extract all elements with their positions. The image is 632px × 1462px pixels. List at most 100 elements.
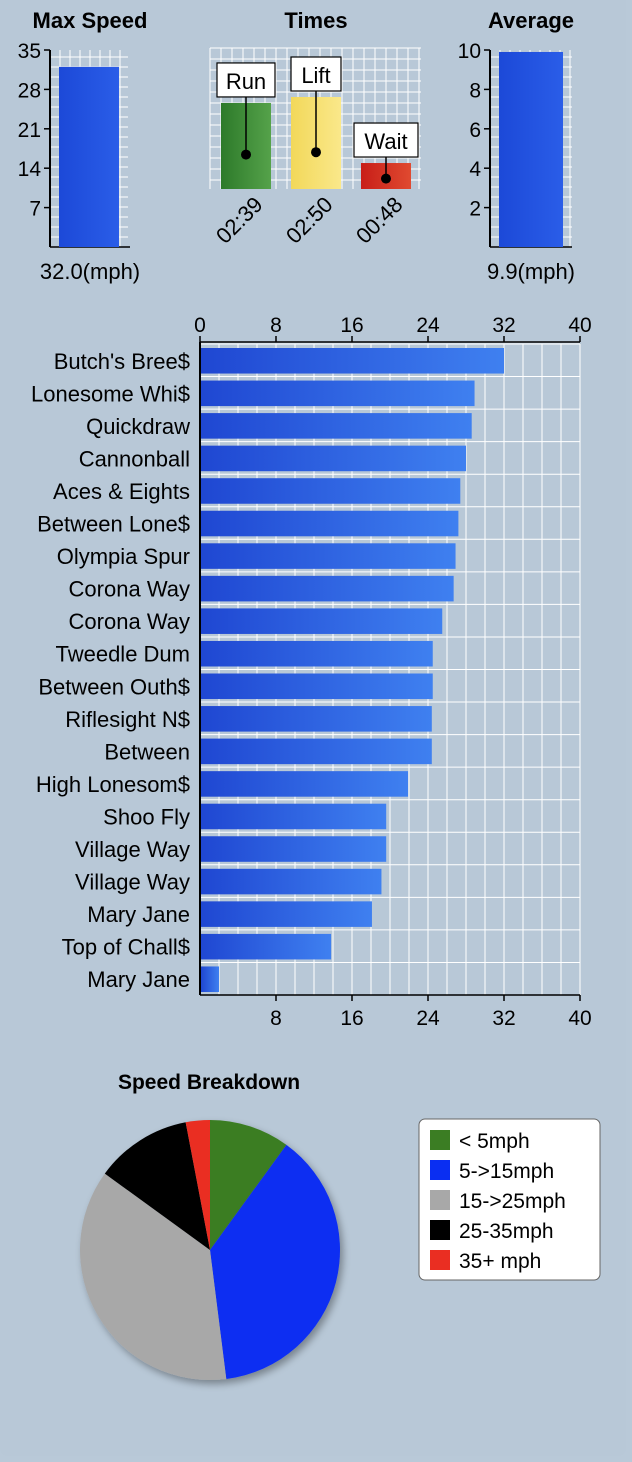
run-speed-bars [201, 348, 504, 992]
y-tick-label: 8 [469, 79, 481, 102]
run-name-label: Tweedle Dum [55, 642, 190, 667]
times-bars: Run 02:39 Lift 02:50 Wait 00:48 [211, 56, 419, 249]
y-tick-label: 4 [469, 158, 481, 181]
run-name-label: Mary Jane [87, 967, 190, 992]
max-speed-title: Max Speed [33, 8, 148, 33]
run-name-label: Lonesome Whi$ [31, 381, 190, 406]
legend-swatch [430, 1220, 450, 1240]
run-speed-bar [201, 348, 504, 374]
legend-label: 15->25mph [459, 1190, 566, 1213]
times-category-label: Run [226, 69, 266, 94]
top-tick-label: 40 [568, 314, 591, 337]
run-speed-bar [201, 933, 332, 960]
run-speed-bar [201, 966, 219, 992]
run-name-label: High Lonesom$ [36, 772, 190, 797]
run-speed-bar [201, 478, 461, 504]
run-speed-bar [201, 771, 409, 797]
run-name-label: Village Way [75, 837, 190, 862]
run-speed-labels: Butch's Bree$ Lonesome Whi$ Quickdraw Canno… [31, 349, 190, 992]
run-name-label: Cannonball [79, 446, 190, 471]
run-speed-bar [201, 868, 382, 895]
run-speed-bar [201, 836, 387, 862]
top-tick-label: 32 [492, 314, 515, 337]
run-speed-bar [201, 413, 472, 439]
pie-slice [104, 1122, 210, 1250]
run-name-label: Quickdraw [86, 414, 190, 439]
callout-dot [241, 149, 251, 160]
y-tick-label: 35 [18, 40, 41, 63]
max-speed-chart: Max Speed 35 28 21 14 7 32.0(mph) [18, 8, 148, 284]
top-tick-label: 0 [194, 314, 206, 337]
average-value-label: 9.9(mph) [487, 259, 575, 284]
legend-box [418, 1118, 601, 1281]
run-speed-bar [201, 640, 433, 667]
bottom-tick-label: 16 [340, 1007, 363, 1030]
callout-dot [311, 147, 321, 158]
run-speed-bar [201, 738, 432, 765]
pie-slice [210, 1144, 341, 1379]
bottom-tick-label: 8 [270, 1007, 282, 1030]
run-speed-bar [201, 543, 456, 569]
speed-breakdown-pie [80, 1120, 341, 1380]
bottom-tick-label: 40 [568, 1007, 591, 1030]
run-name-label: Mary Jane [87, 902, 190, 927]
bottom-tick-label: 32 [492, 1007, 515, 1030]
run-speed-bar [201, 901, 372, 927]
legend-label: 5->15mph [459, 1160, 554, 1183]
callout-box [353, 122, 419, 158]
y-tick-label: 6 [469, 119, 481, 142]
callout-box [290, 56, 342, 92]
times-title: Times [284, 8, 347, 33]
average-ticks: 10 8 6 4 2 [458, 40, 490, 221]
legend-label: < 5mph [459, 1130, 530, 1153]
run-speed-bar [201, 380, 475, 407]
times-value-label: 02:39 [211, 192, 268, 249]
callout-dot [381, 173, 391, 184]
run-name-label: Top of Chall$ [62, 935, 190, 960]
average-title: Average [488, 8, 574, 33]
run-name-label: Corona Way [69, 609, 190, 634]
max-speed-ticks: 35 28 21 14 7 [18, 40, 50, 221]
run-name-label: Aces & Eights [53, 479, 190, 504]
max-speed-bar [59, 66, 119, 247]
run-speed-bar [201, 706, 432, 732]
run-speed-grid [199, 341, 581, 996]
y-tick-label: 21 [18, 119, 41, 142]
average-chart: Average 10 8 6 4 2 9.9(mph) [458, 8, 575, 284]
run-speed-bar [201, 510, 459, 537]
speed-breakdown-chart: Speed Breakdown < 5mph 5->15mph 15->25mph 2… [80, 1071, 601, 1380]
speed-breakdown-legend: < 5mph 5->15mph 15->25mph 25-35mph 35+ mph [418, 1118, 601, 1281]
run-name-label: Village Way [75, 870, 190, 895]
pie-slice [185, 1120, 210, 1250]
run-name-label: Riflesight N$ [65, 707, 190, 732]
run-speed-top-ticks: 0 8 16 24 32 40 [194, 314, 592, 342]
run-name-label: Corona Way [69, 577, 190, 602]
run-name-label: Shoo Fly [103, 804, 190, 829]
legend-swatch [430, 1250, 450, 1270]
run-speed-chart: Butch's Bree$ Lonesome Whi$ Quickdraw Canno… [31, 314, 592, 1030]
times-value-label: 00:48 [351, 192, 408, 249]
run-name-label: Between Outh$ [38, 674, 190, 699]
run-speed-bar [201, 673, 433, 700]
legend-label: 35+ mph [459, 1250, 541, 1273]
pie-slice [80, 1173, 227, 1380]
legend-swatch [430, 1190, 450, 1210]
callout-box [216, 62, 276, 98]
pie-slice [210, 1120, 287, 1250]
run-speed-bar [201, 803, 387, 830]
legend-swatch [430, 1130, 450, 1150]
run-speed-bottom-ticks: 8 16 24 32 40 [270, 995, 592, 1030]
legend-label: 25-35mph [459, 1220, 554, 1243]
y-tick-label: 10 [458, 40, 481, 63]
y-tick-label: 7 [29, 198, 41, 221]
bottom-tick-label: 24 [416, 1007, 440, 1030]
run-name-label: Between Lone$ [37, 512, 190, 537]
times-chart: Times Run 02:39 Lift 02:50 Wait 00:48 [209, 8, 421, 249]
max-speed-value-label: 32.0(mph) [40, 259, 140, 284]
y-tick-label: 14 [18, 158, 42, 181]
y-tick-label: 2 [469, 198, 481, 221]
run-speed-bar [201, 608, 443, 634]
average-bar [499, 51, 563, 247]
